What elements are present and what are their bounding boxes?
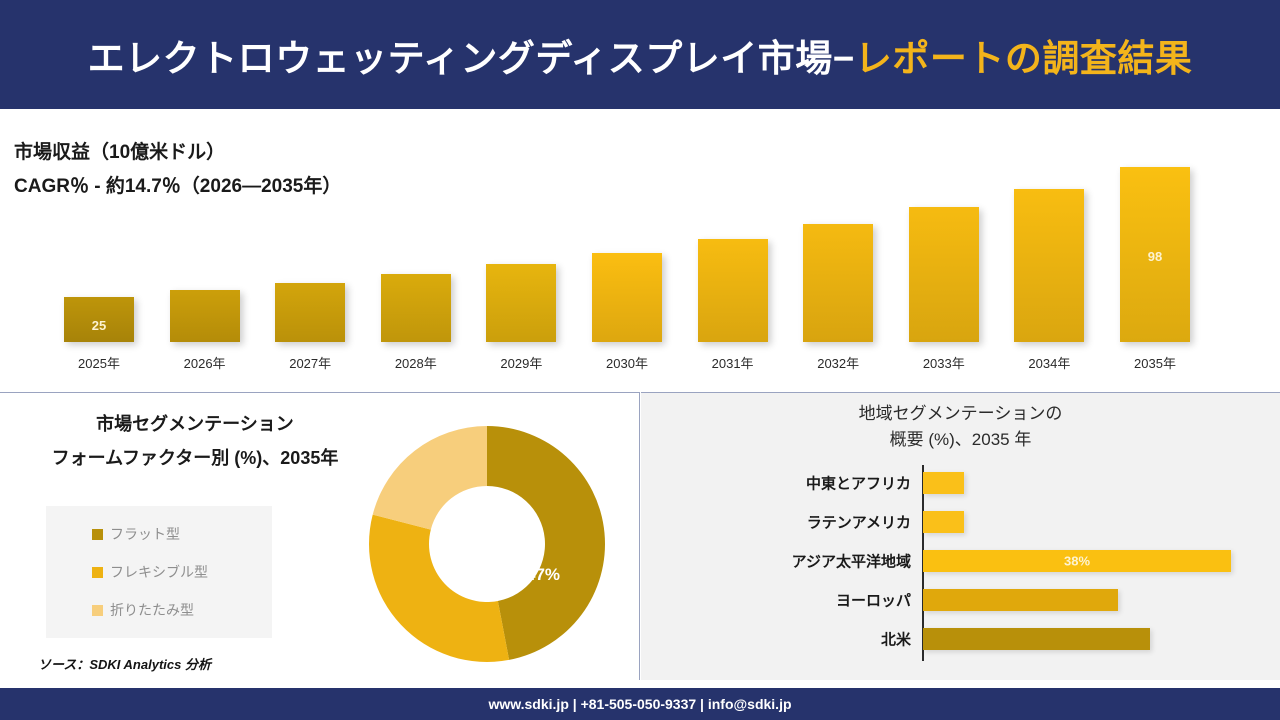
page-title: エレクトロウェッティングディスプレイ市場− — [87, 37, 855, 79]
donut-primary-value: 47% — [526, 565, 561, 584]
legend-swatch-icon — [92, 566, 103, 578]
regional-bar-row: ヨーロッパ — [641, 580, 1280, 619]
bar: 2027年 — [275, 283, 346, 371]
bar: 2029年 — [486, 264, 557, 371]
legend-item: フラット型 — [92, 524, 272, 544]
legend-item-label: フレキシブル型 — [110, 564, 208, 580]
legend-swatch-icon — [92, 604, 103, 616]
regional-category-label: 中東とアフリカ — [805, 475, 911, 492]
regional-axis-line — [922, 465, 924, 661]
segmentation-panel: 市場セグメンテーション フォームファクター別 (%)、2035年 フラット型フレ… — [0, 392, 640, 680]
bar-value-label: 98 — [1147, 249, 1163, 264]
regional-bar — [923, 471, 964, 494]
bar-column: 2026年 — [169, 290, 240, 371]
footer-contact-text: www.sdki.jp | +81-505-050-9337 | info@sd… — [488, 696, 792, 712]
legend-item-label: フラット型 — [110, 526, 180, 542]
page-header: エレクトロウェッティングディスプレイ市場−レポートの調査結果 — [0, 0, 1280, 109]
bar: 2033年 — [908, 207, 979, 371]
regional-bar-row: アジア太平洋地域 38% — [641, 541, 1280, 580]
bar-category-label: 2034年 — [1028, 356, 1071, 371]
regional-bar-row: 中東とアフリカ — [641, 463, 1280, 502]
bar-column: 2027年 — [275, 283, 346, 371]
revenue-bar-chart: 25 2025年 2026年 2027年 2028年 2029年 2030年 2031年 203… — [0, 109, 1280, 390]
bar-category-label: 2035年 — [1134, 356, 1176, 371]
bar-column: 2029年 — [486, 264, 557, 371]
regional-category-label: アジア太平洋地域 — [791, 553, 911, 570]
regional-title-line-1: 地域セグメンテーションの — [858, 404, 1063, 423]
page-footer: www.sdki.jp | +81-505-050-9337 | info@sd… — [0, 688, 1280, 720]
regional-category-label: ラテンアメリカ — [806, 514, 911, 531]
bar: 2032年 — [803, 224, 874, 371]
market-revenue-panel: 市場収益（10億米ドル） CAGR％ - 約14.7％（2026―2035年） … — [0, 109, 1280, 390]
legend-item: フレキシブル型 — [92, 562, 272, 582]
segmentation-title-line-1: 市場セグメンテーション — [96, 414, 294, 434]
revenue-subtitle-block: 市場収益（10億米ドル） CAGR％ - 約14.7％（2026―2035年） — [14, 136, 341, 204]
regional-title: 地域セグメンテーションの 概要 (%)、2035 年 — [641, 401, 1280, 453]
regional-bar-chart: 中東とアフリカ ラテンアメリカアジア太平洋地域 38% ヨーロッパ北米 — [641, 463, 1280, 663]
regional-bar — [923, 510, 964, 533]
bar-value-label: 25 — [91, 318, 107, 333]
donut-slice — [369, 514, 510, 662]
bar-column: 2033年 — [908, 207, 979, 371]
regional-bar-value-label: 38% — [1063, 553, 1091, 568]
bar-column: 2032年 — [803, 224, 874, 371]
regional-panel: 地域セグメンテーションの 概要 (%)、2035 年 中東とアフリカ ラテンアメリ… — [641, 392, 1280, 680]
regional-bar — [923, 588, 1118, 611]
bar-category-label: 2031年 — [711, 356, 754, 371]
segmentation-title: 市場セグメンテーション フォームファクター別 (%)、2035年 — [0, 407, 390, 475]
bar-category-label: 2029年 — [500, 356, 543, 371]
regional-category-label: ヨーロッパ — [835, 592, 911, 609]
bar-category-label: 2025年 — [78, 356, 120, 371]
legend-item-label: 折りたたみ型 — [110, 602, 194, 618]
regional-category-label: 北米 — [880, 631, 911, 648]
page-title-accent: レポートの調査結果 — [854, 37, 1193, 79]
donut-svg — [369, 426, 605, 662]
bar: 98 2035年 — [1120, 167, 1190, 371]
bar-category-label: 2030年 — [606, 356, 648, 371]
bar-category-label: 2028年 — [394, 356, 437, 371]
source-note: ソース：SDKI Analytics 分析 — [38, 657, 211, 672]
segmentation-donut-chart: 47% — [358, 424, 616, 664]
regional-bar-row: ラテンアメリカ — [641, 502, 1280, 541]
bar: 2030年 — [592, 253, 662, 371]
regional-bar-row: 北米 — [641, 619, 1280, 658]
regional-bar: 38% — [923, 549, 1231, 572]
regional-bar — [923, 627, 1150, 650]
legend-item: 折りたたみ型 — [92, 600, 272, 620]
bar-column: 98 2035年 — [1120, 167, 1190, 371]
bar-column: 25 2025年 — [64, 297, 134, 371]
bar: 2028年 — [380, 274, 451, 371]
bar: 2026年 — [169, 290, 240, 371]
donut-slice — [372, 426, 487, 530]
bar: 2031年 — [697, 239, 768, 371]
segmentation-title-line-2: フォームファクター別 (%)、2035年 — [51, 448, 339, 468]
bar-column: 2030年 — [592, 253, 662, 371]
bar-column: 2028年 — [380, 274, 451, 371]
revenue-subtitle-line-2: CAGR％ - 約14.7％（2026―2035年） — [14, 176, 342, 197]
bar: 25 2025年 — [64, 297, 134, 371]
bar: 2034年 — [1014, 189, 1085, 371]
bar-category-label: 2033年 — [922, 356, 965, 371]
segmentation-legend: フラット型フレキシブル型 折りたたみ型 — [46, 506, 272, 638]
bar-category-label: 2026年 — [183, 356, 226, 371]
header-title-group: エレクトロウェッティングディスプレイ市場−レポートの調査結果 — [88, 28, 1193, 82]
bar-category-label: 2032年 — [817, 356, 860, 371]
regional-title-line-2: 概要 (%)、2035 年 — [889, 430, 1032, 449]
revenue-subtitle-line-1: 市場収益（10億米ドル） — [14, 142, 226, 163]
bar-column: 2034年 — [1014, 189, 1085, 371]
legend-swatch-icon — [92, 528, 103, 540]
bar-column: 2031年 — [697, 239, 768, 371]
donut-slice — [487, 426, 605, 660]
bar-category-label: 2027年 — [289, 356, 332, 371]
